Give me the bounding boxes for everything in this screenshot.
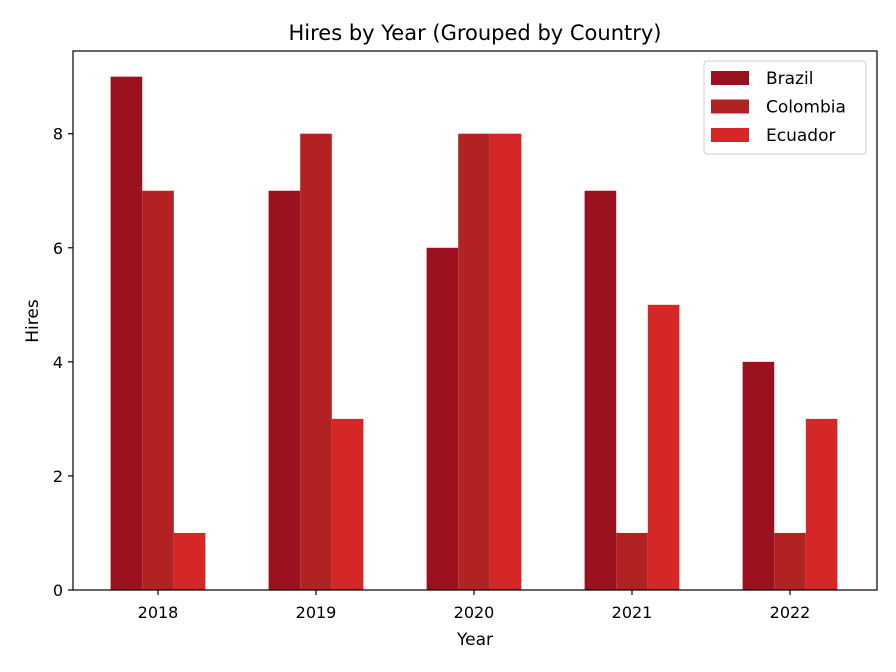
x-tick-label: 2018 [138, 603, 179, 622]
bar-brazil-2021 [584, 190, 617, 591]
legend-swatch-brazil [711, 71, 749, 85]
bar-ecuador-2021 [647, 304, 680, 590]
legend-label-brazil: Brazil [766, 69, 813, 89]
bar-ecuador-2019 [331, 418, 364, 590]
legend-swatch-ecuador [711, 128, 749, 142]
y-tick-label: 2 [53, 467, 63, 486]
x-tick-label: 2019 [296, 603, 337, 622]
y-axis-label: Hires [23, 299, 43, 343]
bar-brazil-2022 [742, 361, 775, 590]
y-tick-label: 8 [53, 125, 63, 144]
bar-colombia-2021 [616, 532, 648, 590]
bar-colombia-2018 [142, 190, 174, 591]
x-axis-label: Year [456, 630, 493, 650]
bar-brazil-2020 [426, 247, 459, 590]
bars-group [110, 76, 838, 591]
legend-swatch-colombia [711, 99, 749, 114]
x-tick-label: 2022 [770, 603, 811, 622]
x-tick-label: 2020 [454, 603, 495, 622]
bar-brazil-2019 [268, 190, 301, 591]
bar-ecuador-2020 [489, 133, 522, 590]
y-tick-label: 0 [53, 581, 63, 600]
legend: Brazil Colombia Ecuador [703, 60, 867, 155]
x-axis: 2018 2019 2020 2021 2022 [138, 590, 811, 622]
bar-brazil-2018 [110, 76, 143, 590]
y-tick-label: 4 [53, 353, 63, 372]
bar-colombia-2020 [458, 133, 490, 590]
bar-colombia-2019 [300, 133, 332, 590]
legend-label-ecuador: Ecuador [766, 126, 835, 146]
plot-frame [72, 50, 878, 591]
legend-label-colombia: Colombia [766, 98, 846, 118]
chart-title: Hires by Year (Grouped by Country) [288, 21, 661, 45]
bar-ecuador-2022 [805, 418, 838, 590]
y-axis: 0 2 4 6 8 [53, 125, 73, 600]
bar-ecuador-2018 [173, 532, 206, 590]
x-tick-label: 2021 [612, 603, 653, 622]
bar-colombia-2022 [774, 532, 806, 590]
y-tick-label: 6 [53, 239, 63, 258]
